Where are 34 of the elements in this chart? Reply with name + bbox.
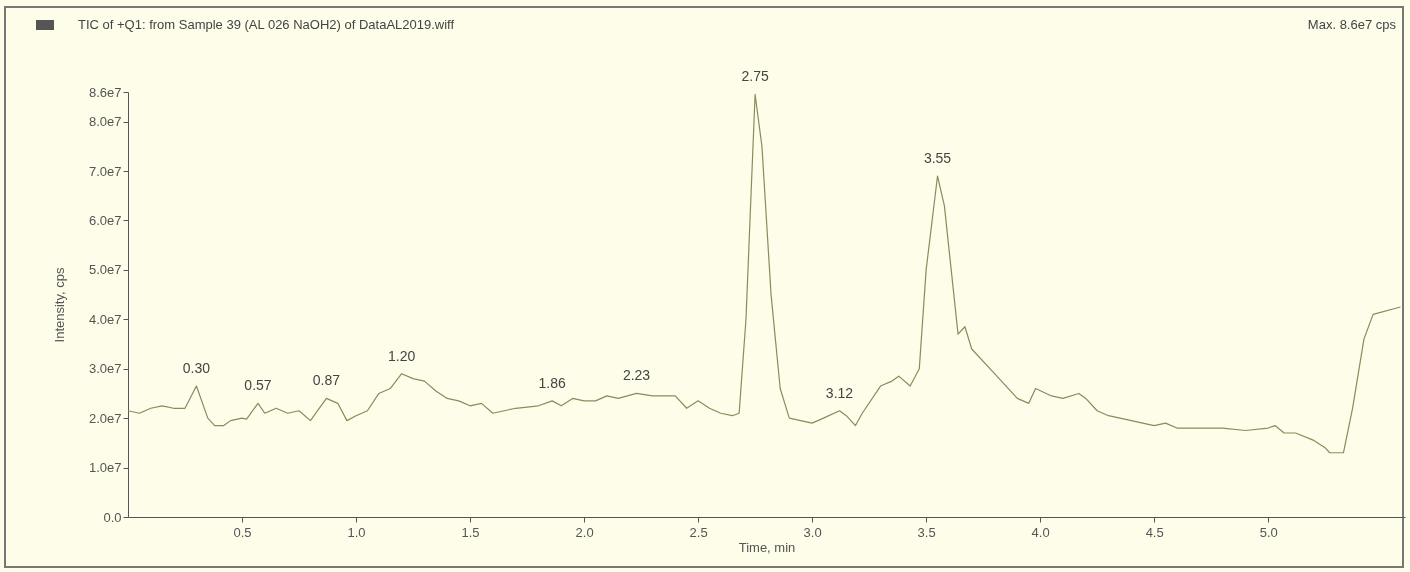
annotation: 3.12 — [825, 384, 854, 401]
y-tick-label: 1.0e7 — [88, 460, 122, 476]
y-tick-label: 4.0e7 — [88, 311, 122, 327]
annotation: 2.23 — [622, 367, 651, 384]
annotation: 0.87 — [312, 372, 341, 389]
y-axis-title: Intensity, cps — [51, 267, 67, 343]
y-tick-label: 3.0e7 — [88, 361, 122, 377]
y-tick-label: 0.0 — [103, 509, 122, 525]
x-tick-label: 3.0 — [803, 524, 822, 540]
annotation: 0.30 — [182, 360, 211, 377]
annotation: 1.86 — [538, 374, 566, 391]
y-tick-label: 5.0e7 — [88, 262, 122, 278]
x-tick-label: 4.0 — [1031, 524, 1050, 540]
y-tick-label: 6.0e7 — [88, 212, 122, 228]
annotation: 2.75 — [741, 68, 769, 85]
y-tick-label: 7.0e7 — [88, 163, 122, 179]
x-tick-label: 2.5 — [689, 524, 708, 540]
chart-title: TIC of +Q1: from Sample 39 (AL 026 NaOH2) of DataAL2019.wiff — [78, 17, 455, 32]
x-tick-label: 0.5 — [233, 524, 252, 540]
x-tick-label: 5.0 — [1259, 524, 1278, 540]
y-tick-label: 2.0e7 — [88, 410, 122, 426]
annotation: 0.57 — [244, 377, 272, 394]
y-tick-label: 8.0e7 — [88, 114, 122, 130]
x-tick-label: 1.0 — [347, 524, 366, 540]
annotation: 3.55 — [923, 150, 952, 167]
x-tick-label: 4.5 — [1145, 524, 1164, 540]
line-series — [128, 93, 1402, 454]
annotation: 1.20 — [388, 347, 416, 364]
text: Max. 8.6e7 cps — [1307, 17, 1396, 32]
y-tick-label: 8.6e7 — [88, 84, 122, 100]
x-tick-label: 1.5 — [461, 524, 480, 540]
x-axis-title: Time, min — [738, 539, 796, 555]
x-tick-label: 3.5 — [917, 524, 936, 540]
x-tick-label: 2.0 — [575, 524, 594, 540]
